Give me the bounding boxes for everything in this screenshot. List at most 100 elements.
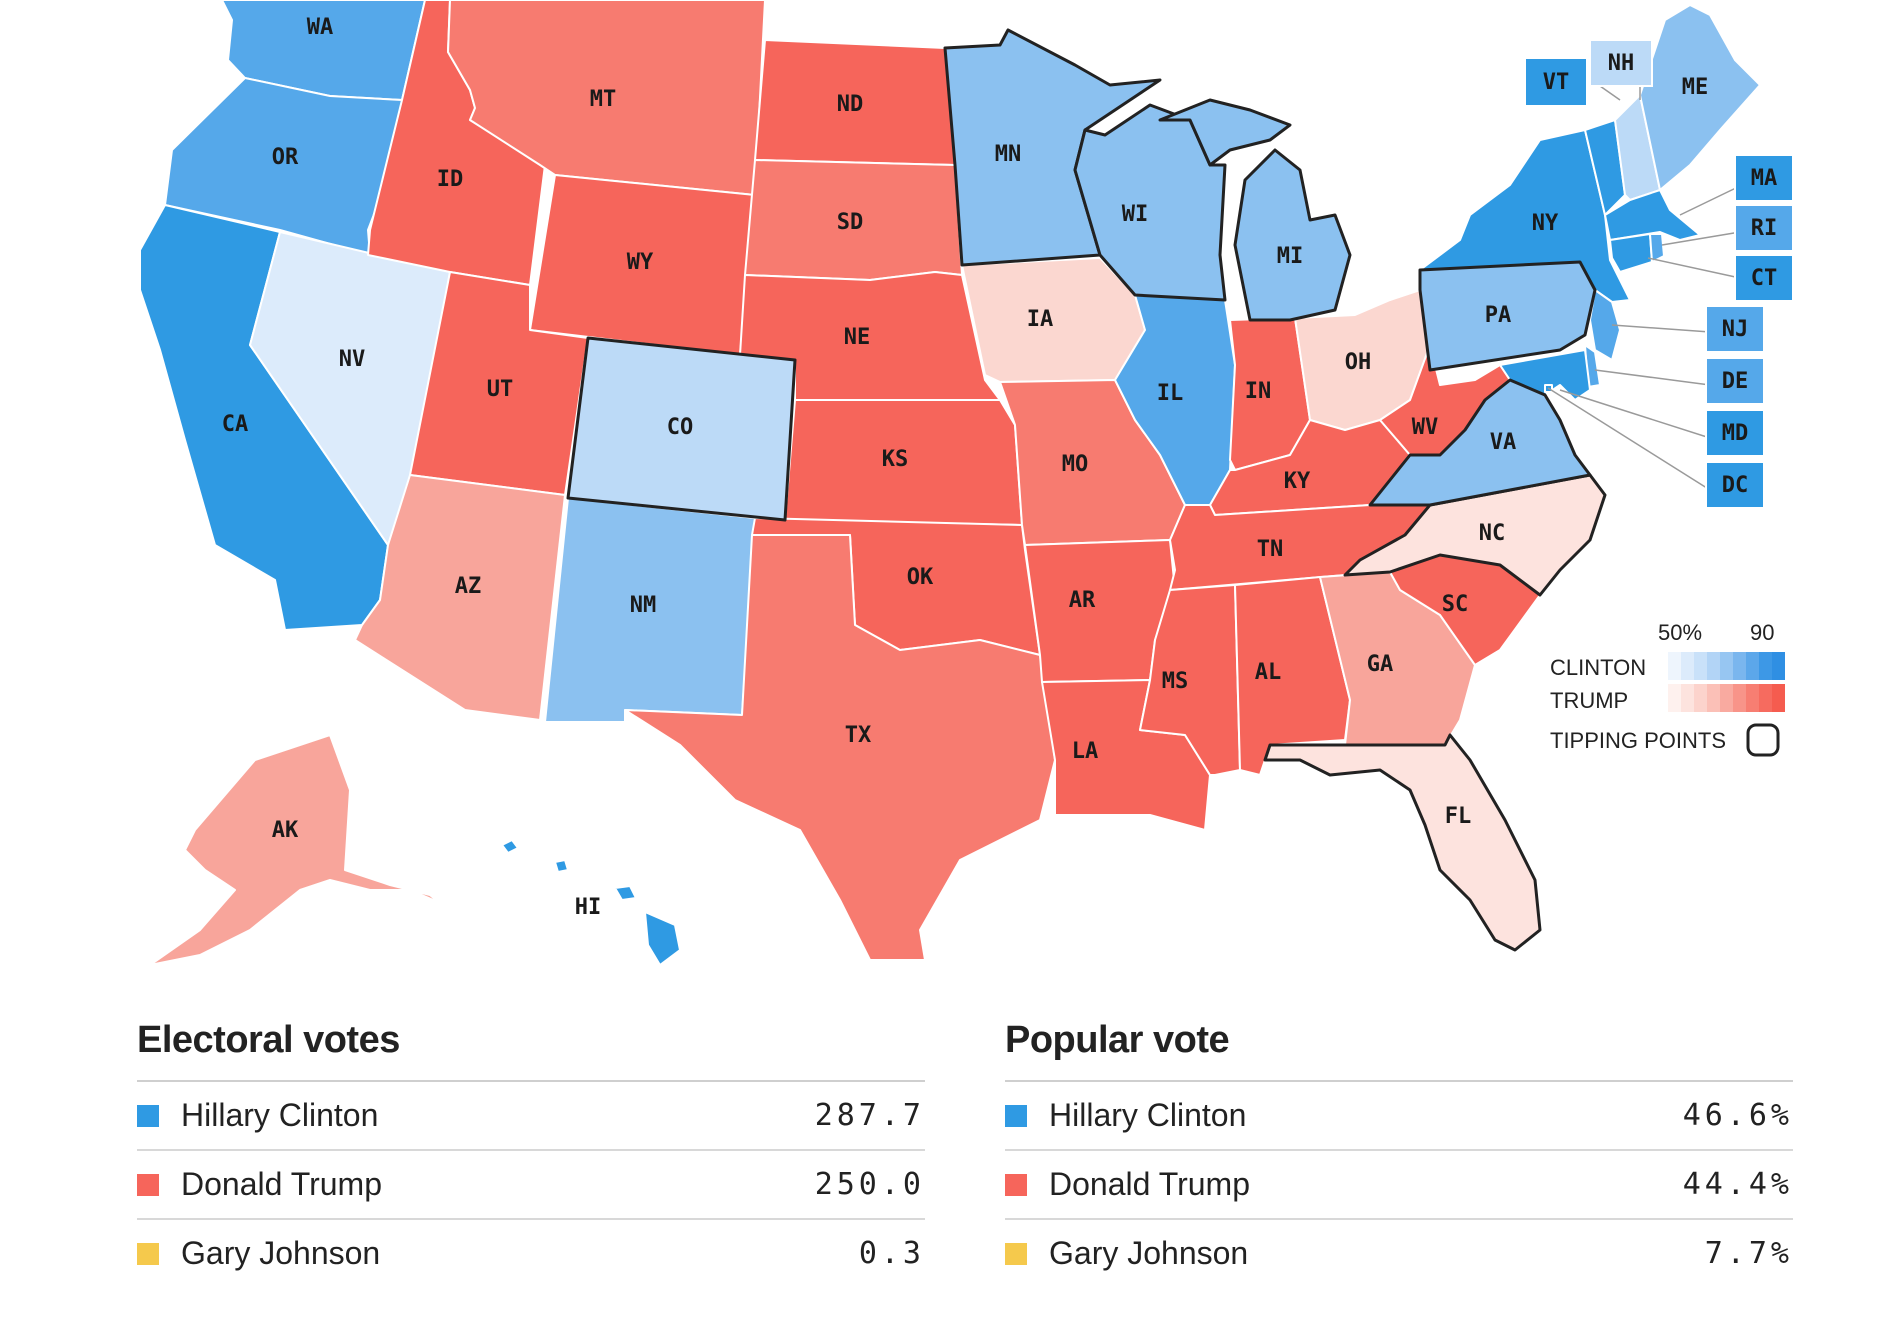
state-label-nv: NV <box>339 347 366 372</box>
state-PA[interactable] <box>1418 260 1597 372</box>
table-row: Hillary Clinton 46.6% <box>1005 1082 1793 1151</box>
state-FL[interactable] <box>1263 733 1542 952</box>
popular-vote-table: Popular vote Hillary Clinton 46.6% Donal… <box>1005 1000 1793 1287</box>
state-label-il: IL <box>1157 381 1184 406</box>
candidate-name: Donald Trump <box>1049 1166 1250 1202</box>
state-box-nh[interactable]: NH <box>1589 39 1653 87</box>
state-CO[interactable] <box>566 336 797 522</box>
state-box-ri[interactable]: RI <box>1734 204 1794 252</box>
state-box-md[interactable]: MD <box>1705 409 1765 457</box>
candidate-name: Hillary Clinton <box>181 1097 379 1133</box>
state-label-ms: MS <box>1162 669 1189 694</box>
state-VA[interactable] <box>1368 378 1592 507</box>
state-label-mo: MO <box>1062 452 1089 477</box>
state-label-sd: SD <box>837 210 864 235</box>
legend-scale-step <box>1733 684 1746 712</box>
state-TX[interactable] <box>624 534 1056 961</box>
state-box-fill <box>1705 461 1765 509</box>
electoral-value: 287.7 <box>814 1098 925 1133</box>
state-box-label: DC <box>1722 473 1749 498</box>
state-label-hi: HI <box>575 895 602 920</box>
state-box-ma[interactable]: MA <box>1734 154 1794 202</box>
legend-pct-high: 90 <box>1750 620 1774 645</box>
state-NC[interactable] <box>1343 473 1607 597</box>
legend-scale-step <box>1772 684 1785 712</box>
state-box-nj[interactable]: NJ <box>1705 305 1765 353</box>
state-label-in: IN <box>1245 379 1272 404</box>
state-box-ct[interactable]: CT <box>1734 254 1794 302</box>
legend-scale-step <box>1746 652 1759 680</box>
legend-scale-step <box>1759 652 1772 680</box>
state-label-al: AL <box>1255 660 1282 685</box>
candidate-name: Hillary Clinton <box>1049 1097 1247 1133</box>
legend-scale-step <box>1720 652 1733 680</box>
state-label-wi: WI <box>1122 202 1149 227</box>
state-label-ks: KS <box>882 447 909 472</box>
state-label-me: ME <box>1682 75 1709 100</box>
state-CT[interactable] <box>1609 233 1653 273</box>
state-MI[interactable] <box>1158 98 1352 322</box>
clinton-swatch <box>1005 1104 1027 1127</box>
state-label-co: CO <box>667 415 694 440</box>
johnson-swatch <box>1005 1242 1027 1265</box>
legend-scale-step <box>1707 652 1720 680</box>
state-box-label: DE <box>1722 369 1749 394</box>
legend-clinton-label: CLINTON <box>1550 655 1646 680</box>
popular-vote-title: Popular vote <box>1005 1019 1230 1061</box>
tipping-point-swatch-icon <box>1746 723 1780 757</box>
state-box-label: NH <box>1608 51 1635 76</box>
state-label-ok: OK <box>907 565 934 590</box>
state-label-wa: WA <box>307 15 334 40</box>
state-box-de[interactable]: DE <box>1705 357 1765 405</box>
state-ME[interactable] <box>1639 4 1761 191</box>
state-labels: WA OR CA NV ID MT WY UT CO AZ NM ND SD NE KS OK TX MN IA MO… <box>222 15 1709 920</box>
ne-leader-lines <box>1547 84 1741 491</box>
state-label-wv: WV <box>1412 415 1439 440</box>
state-label-pa: PA <box>1485 303 1512 328</box>
table-row: Donald Trump 250.0 <box>137 1151 925 1220</box>
state-label-la: LA <box>1072 739 1099 764</box>
state-label-fl: FL <box>1445 804 1472 829</box>
candidate-name: Gary Johnson <box>1049 1235 1249 1271</box>
legend-scale-step <box>1694 652 1707 680</box>
state-box-dc[interactable]: DC <box>1705 461 1765 509</box>
state-box-label: CT <box>1751 266 1778 291</box>
candidate-name: Gary Johnson <box>181 1235 381 1271</box>
state-MN[interactable] <box>943 28 1162 267</box>
map-legend: 50% 90 CLINTON TRUMP TIPPING POINTS <box>1550 620 1785 757</box>
table-row: Gary Johnson 7.7% <box>1005 1220 1793 1287</box>
state-NJ[interactable] <box>1589 289 1621 361</box>
popular-value: 46.6% <box>1682 1098 1793 1133</box>
legend-trump-label: TRUMP <box>1550 688 1628 713</box>
legend-scale-step <box>1694 684 1707 712</box>
state-label-oh: OH <box>1345 350 1372 375</box>
clinton-swatch <box>137 1104 159 1127</box>
trump-swatch <box>1005 1173 1027 1196</box>
state-label-sc: SC <box>1442 592 1469 617</box>
state-AK[interactable] <box>149 734 461 966</box>
state-box-label: VT <box>1543 70 1570 95</box>
state-box-vt[interactable]: VT <box>1524 57 1588 107</box>
state-label-nd: ND <box>837 92 864 117</box>
state-label-wy: WY <box>627 250 654 275</box>
state-label-nm: NM <box>630 593 657 618</box>
legend-scale-step <box>1772 652 1785 680</box>
state-HI[interactable] <box>501 839 681 966</box>
electoral-value: 0.3 <box>858 1236 925 1271</box>
state-label-ny: NY <box>1532 211 1559 236</box>
state-box-label: NJ <box>1722 317 1749 342</box>
legend-scale-step <box>1668 652 1681 680</box>
state-label-ca: CA <box>222 412 249 437</box>
electoral-votes-table: Electoral votes Hillary Clinton 287.7 Do… <box>137 1000 925 1287</box>
state-box-label: MD <box>1722 421 1749 446</box>
state-AZ[interactable] <box>354 474 566 721</box>
legend-pct-low: 50% <box>1658 620 1702 645</box>
state-RI[interactable] <box>1649 233 1665 263</box>
states-layer <box>139 0 1761 966</box>
state-box-fill <box>1705 305 1765 353</box>
state-label-ut: UT <box>487 377 514 402</box>
legend-clinton-scale <box>1668 652 1785 680</box>
johnson-swatch <box>137 1242 159 1265</box>
state-label-ga: GA <box>1367 652 1394 677</box>
state-WI[interactable] <box>1073 103 1227 302</box>
